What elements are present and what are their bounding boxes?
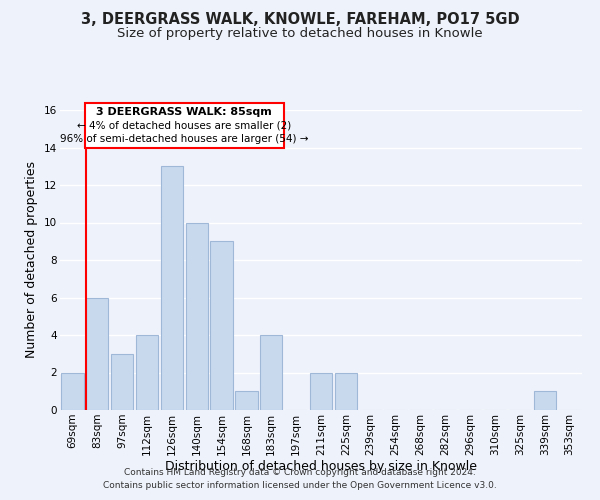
Bar — [136, 335, 158, 410]
Text: 96% of semi-detached houses are larger (54) →: 96% of semi-detached houses are larger (… — [60, 134, 308, 144]
Text: Contains public sector information licensed under the Open Government Licence v3: Contains public sector information licen… — [103, 482, 497, 490]
Bar — [310, 372, 332, 410]
Bar — [185, 222, 208, 410]
Bar — [61, 372, 83, 410]
X-axis label: Distribution of detached houses by size in Knowle: Distribution of detached houses by size … — [165, 460, 477, 473]
Text: 3 DEERGRASS WALK: 85sqm: 3 DEERGRASS WALK: 85sqm — [97, 108, 272, 118]
Bar — [211, 242, 233, 410]
Bar — [533, 391, 556, 410]
Y-axis label: Number of detached properties: Number of detached properties — [25, 162, 38, 358]
Text: Contains HM Land Registry data © Crown copyright and database right 2024.: Contains HM Land Registry data © Crown c… — [124, 468, 476, 477]
Bar — [335, 372, 357, 410]
Bar — [235, 391, 257, 410]
Text: 3, DEERGRASS WALK, KNOWLE, FAREHAM, PO17 5GD: 3, DEERGRASS WALK, KNOWLE, FAREHAM, PO17… — [80, 12, 520, 28]
Bar — [161, 166, 183, 410]
Bar — [111, 354, 133, 410]
Bar — [86, 298, 109, 410]
FancyBboxPatch shape — [85, 102, 284, 148]
Text: Size of property relative to detached houses in Knowle: Size of property relative to detached ho… — [117, 28, 483, 40]
Text: ← 4% of detached houses are smaller (2): ← 4% of detached houses are smaller (2) — [77, 121, 292, 131]
Bar — [260, 335, 283, 410]
